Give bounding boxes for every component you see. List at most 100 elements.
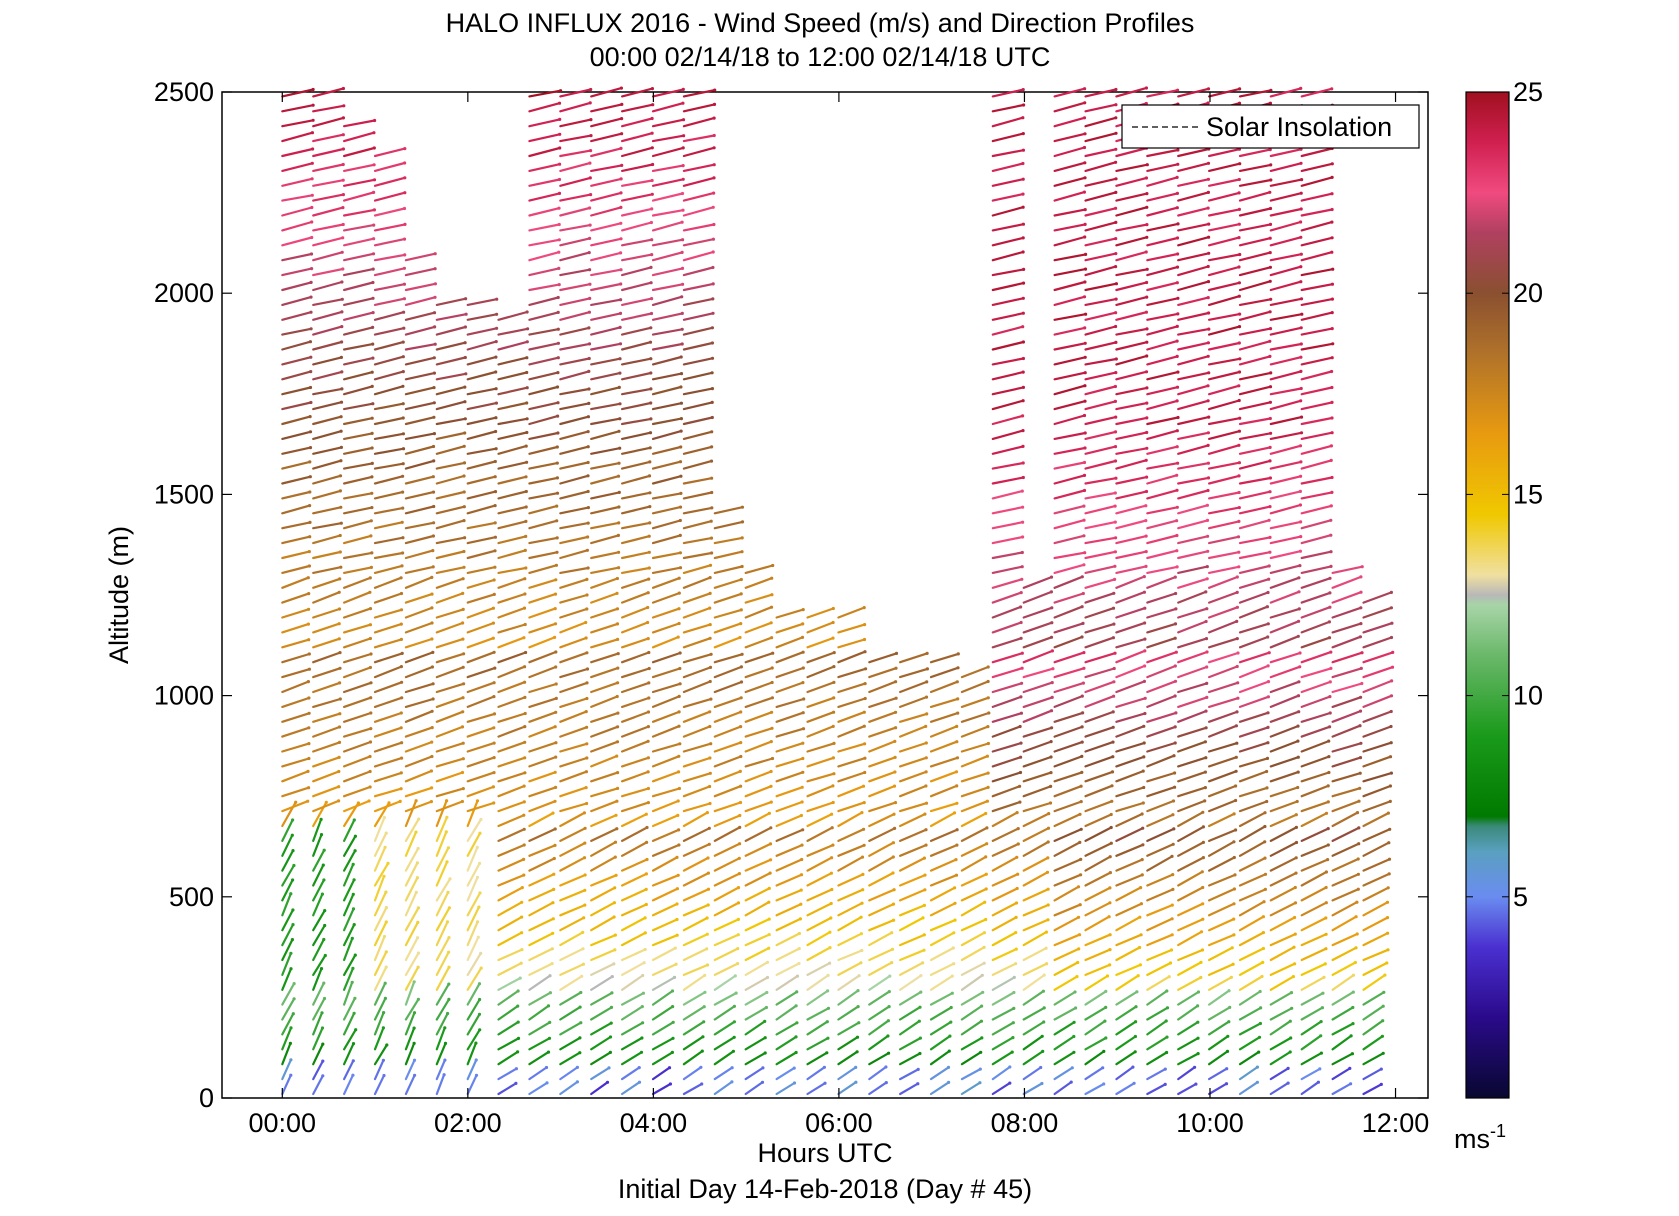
wind-barb-head — [432, 415, 436, 419]
wind-barb-head — [585, 725, 589, 729]
wind-barb — [1269, 694, 1300, 709]
wind-barb — [682, 341, 714, 351]
wind-barb — [744, 871, 772, 887]
wind-barb — [1177, 682, 1208, 694]
wind-barb — [435, 652, 465, 664]
wind-barb — [559, 593, 589, 604]
wind-barb-head — [1145, 416, 1149, 420]
wind-barb-head — [400, 651, 404, 656]
wind-barb — [620, 281, 653, 292]
wind-barb — [1269, 236, 1302, 247]
wind-barb — [1238, 564, 1271, 575]
wind-barb-head — [492, 695, 496, 699]
wind-barb — [898, 873, 927, 887]
wind-barb — [373, 370, 405, 381]
wind-barb — [435, 445, 466, 455]
wind-barb-head — [678, 651, 682, 655]
wind-barb — [404, 401, 436, 411]
wind-barb — [528, 711, 557, 723]
wind-barb-head — [1389, 724, 1393, 729]
wind-barb-head — [738, 842, 742, 846]
wind-barb — [898, 974, 923, 991]
wind-barb-head — [413, 1073, 417, 1077]
wind-barb — [1053, 384, 1087, 396]
wind-barb-head — [526, 327, 530, 331]
wind-barb — [1238, 371, 1272, 381]
wind-barb-head — [1168, 961, 1173, 965]
wind-barb-head — [1387, 857, 1392, 861]
wind-barb-head — [682, 134, 686, 138]
wind-barb-head — [341, 236, 345, 240]
wind-barb-head — [477, 905, 481, 909]
wind-barb — [1207, 223, 1241, 232]
wind-barb-head — [1351, 990, 1355, 994]
wind-barb-head — [1142, 785, 1146, 790]
wind-barb — [528, 888, 555, 902]
wind-barb-head — [610, 991, 614, 995]
wind-barb-head — [557, 177, 562, 182]
wind-barb — [713, 506, 744, 515]
wind-barb-head — [1266, 590, 1270, 595]
wind-barb — [620, 710, 650, 723]
wind-barb-head — [1201, 810, 1205, 814]
wind-barb-head — [525, 356, 529, 360]
wind-barb-head — [894, 666, 898, 670]
wind-barb — [1331, 709, 1362, 723]
wind-barb — [281, 878, 294, 902]
wind-barb-head — [800, 843, 804, 847]
wind-barb-head — [350, 980, 354, 984]
wind-barb-head — [1108, 963, 1112, 967]
wind-barb-head — [800, 785, 804, 789]
wind-barb-head — [1078, 840, 1082, 845]
wind-barb-head — [368, 636, 372, 641]
wind-barb-head — [863, 756, 867, 760]
wind-barb-head — [1134, 1020, 1138, 1024]
wind-barb — [1300, 1020, 1323, 1036]
wind-barb — [991, 250, 1025, 262]
wind-barb — [682, 1005, 706, 1021]
wind-barb — [1084, 221, 1117, 232]
wind-barb-head — [1175, 429, 1179, 433]
wind-barb-head — [369, 727, 373, 731]
wind-barb — [744, 991, 768, 1006]
wind-barb — [528, 146, 561, 158]
wind-barb-head — [307, 564, 311, 568]
wind-barb — [466, 695, 495, 709]
wind-barb-head — [1021, 461, 1025, 465]
wind-barb — [682, 116, 716, 128]
wind-barb-head — [1319, 1020, 1323, 1024]
wind-barb-head — [311, 87, 315, 92]
wind-barb — [1053, 356, 1087, 366]
wind-barb-head — [460, 725, 465, 729]
wind-barb — [837, 844, 866, 857]
wind-barb — [312, 236, 344, 247]
wind-barb — [373, 327, 405, 336]
wind-barb — [281, 800, 309, 813]
wind-barb — [1115, 268, 1149, 277]
wind-barb — [497, 901, 523, 917]
wind-barb — [991, 399, 1025, 411]
wind-barb — [435, 936, 451, 962]
wind-barb-head — [1109, 841, 1113, 845]
wind-barb — [1115, 843, 1145, 857]
wind-barb — [1300, 283, 1334, 292]
wind-barb — [466, 666, 496, 679]
wind-barb-head — [1299, 342, 1303, 346]
wind-barb-head — [736, 933, 740, 937]
wind-barb — [1146, 297, 1180, 306]
wind-barb-head — [708, 606, 712, 610]
wind-barb-head — [1267, 518, 1271, 522]
wind-barb-head — [862, 801, 866, 805]
wind-barb — [1177, 371, 1210, 381]
wind-barb-head — [308, 520, 312, 525]
wind-barb-head — [414, 890, 418, 894]
wind-barb — [1177, 756, 1207, 768]
wind-barb — [682, 637, 712, 649]
wind-barb-head — [585, 577, 589, 582]
wind-barb-head — [1171, 887, 1175, 892]
wind-barb — [1053, 1035, 1075, 1051]
wind-barb-head — [1083, 161, 1087, 165]
wind-barb-head — [372, 131, 376, 135]
wind-barb-head — [1008, 1065, 1012, 1069]
